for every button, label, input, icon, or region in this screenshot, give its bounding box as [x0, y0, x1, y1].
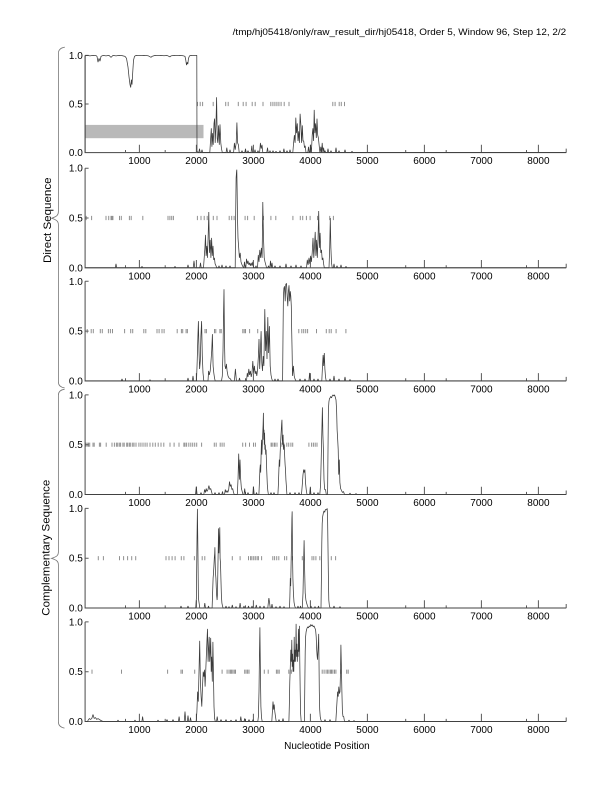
svg-text:Complementary Sequence: Complementary Sequence	[41, 480, 53, 616]
svg-text:3000: 3000	[242, 156, 265, 167]
svg-text:/tmp/hj05418/only/raw_result_d: /tmp/hj05418/only/raw_result_dir/hj05418…	[233, 27, 567, 37]
svg-text:0.5: 0.5	[69, 214, 83, 225]
svg-text:1000: 1000	[128, 156, 151, 167]
svg-text:0.0: 0.0	[69, 604, 83, 615]
svg-text:1.0: 1.0	[69, 164, 83, 175]
svg-text:5000: 5000	[356, 498, 379, 509]
svg-text:0.5: 0.5	[69, 667, 83, 678]
svg-text:7000: 7000	[470, 498, 493, 509]
svg-text:8000: 8000	[527, 385, 550, 396]
svg-text:7000: 7000	[470, 725, 493, 736]
svg-text:0.0: 0.0	[69, 148, 83, 159]
svg-text:5000: 5000	[356, 725, 379, 736]
svg-text:7000: 7000	[470, 385, 493, 396]
svg-text:6000: 6000	[413, 271, 436, 282]
svg-text:7000: 7000	[470, 612, 493, 623]
svg-text:2000: 2000	[185, 271, 208, 282]
svg-text:1.0: 1.0	[69, 504, 83, 515]
svg-text:6000: 6000	[413, 385, 436, 396]
svg-text:3000: 3000	[242, 612, 265, 623]
svg-text:1.0: 1.0	[69, 617, 83, 628]
svg-text:5000: 5000	[356, 271, 379, 282]
svg-text:1000: 1000	[128, 385, 151, 396]
svg-text:0.0: 0.0	[69, 376, 83, 387]
svg-text:0.0: 0.0	[69, 717, 83, 728]
svg-text:3000: 3000	[242, 498, 265, 509]
svg-text:Direct Sequence: Direct Sequence	[42, 177, 54, 263]
svg-text:5000: 5000	[356, 385, 379, 396]
svg-text:8000: 8000	[527, 498, 550, 509]
svg-text:4000: 4000	[299, 156, 322, 167]
svg-text:5000: 5000	[356, 612, 379, 623]
svg-text:1000: 1000	[128, 725, 151, 736]
svg-text:2000: 2000	[185, 498, 208, 509]
svg-text:1000: 1000	[128, 271, 151, 282]
svg-text:7000: 7000	[470, 271, 493, 282]
svg-text:3000: 3000	[242, 385, 265, 396]
svg-text:4000: 4000	[299, 498, 322, 509]
svg-text:2000: 2000	[185, 156, 208, 167]
svg-text:0.5: 0.5	[69, 554, 83, 565]
svg-text:7000: 7000	[470, 156, 493, 167]
svg-text:8000: 8000	[527, 156, 550, 167]
svg-text:1000: 1000	[128, 498, 151, 509]
svg-text:8000: 8000	[527, 271, 550, 282]
svg-text:0.5: 0.5	[69, 440, 83, 451]
svg-text:4000: 4000	[299, 612, 322, 623]
svg-text:3000: 3000	[242, 725, 265, 736]
svg-text:2000: 2000	[185, 385, 208, 396]
svg-text:Nucleotide Position: Nucleotide Position	[284, 741, 370, 752]
svg-text:0.5: 0.5	[69, 327, 83, 338]
svg-text:1000: 1000	[128, 612, 151, 623]
svg-text:4000: 4000	[299, 271, 322, 282]
svg-text:0.0: 0.0	[69, 490, 83, 501]
svg-text:1.0: 1.0	[69, 51, 83, 62]
svg-text:1.0: 1.0	[69, 390, 83, 401]
svg-text:2000: 2000	[185, 725, 208, 736]
svg-text:6000: 6000	[413, 612, 436, 623]
svg-text:3000: 3000	[242, 271, 265, 282]
svg-text:8000: 8000	[527, 612, 550, 623]
svg-text:0.5: 0.5	[69, 100, 83, 111]
svg-text:6000: 6000	[413, 156, 436, 167]
svg-text:5000: 5000	[356, 156, 379, 167]
svg-text:6000: 6000	[413, 725, 436, 736]
svg-text:2000: 2000	[185, 612, 208, 623]
svg-text:6000: 6000	[413, 498, 436, 509]
svg-text:0.0: 0.0	[69, 263, 83, 274]
svg-text:8000: 8000	[527, 725, 550, 736]
svg-text:1.0: 1.0	[69, 277, 83, 288]
svg-text:4000: 4000	[299, 725, 322, 736]
svg-text:4000: 4000	[299, 385, 322, 396]
